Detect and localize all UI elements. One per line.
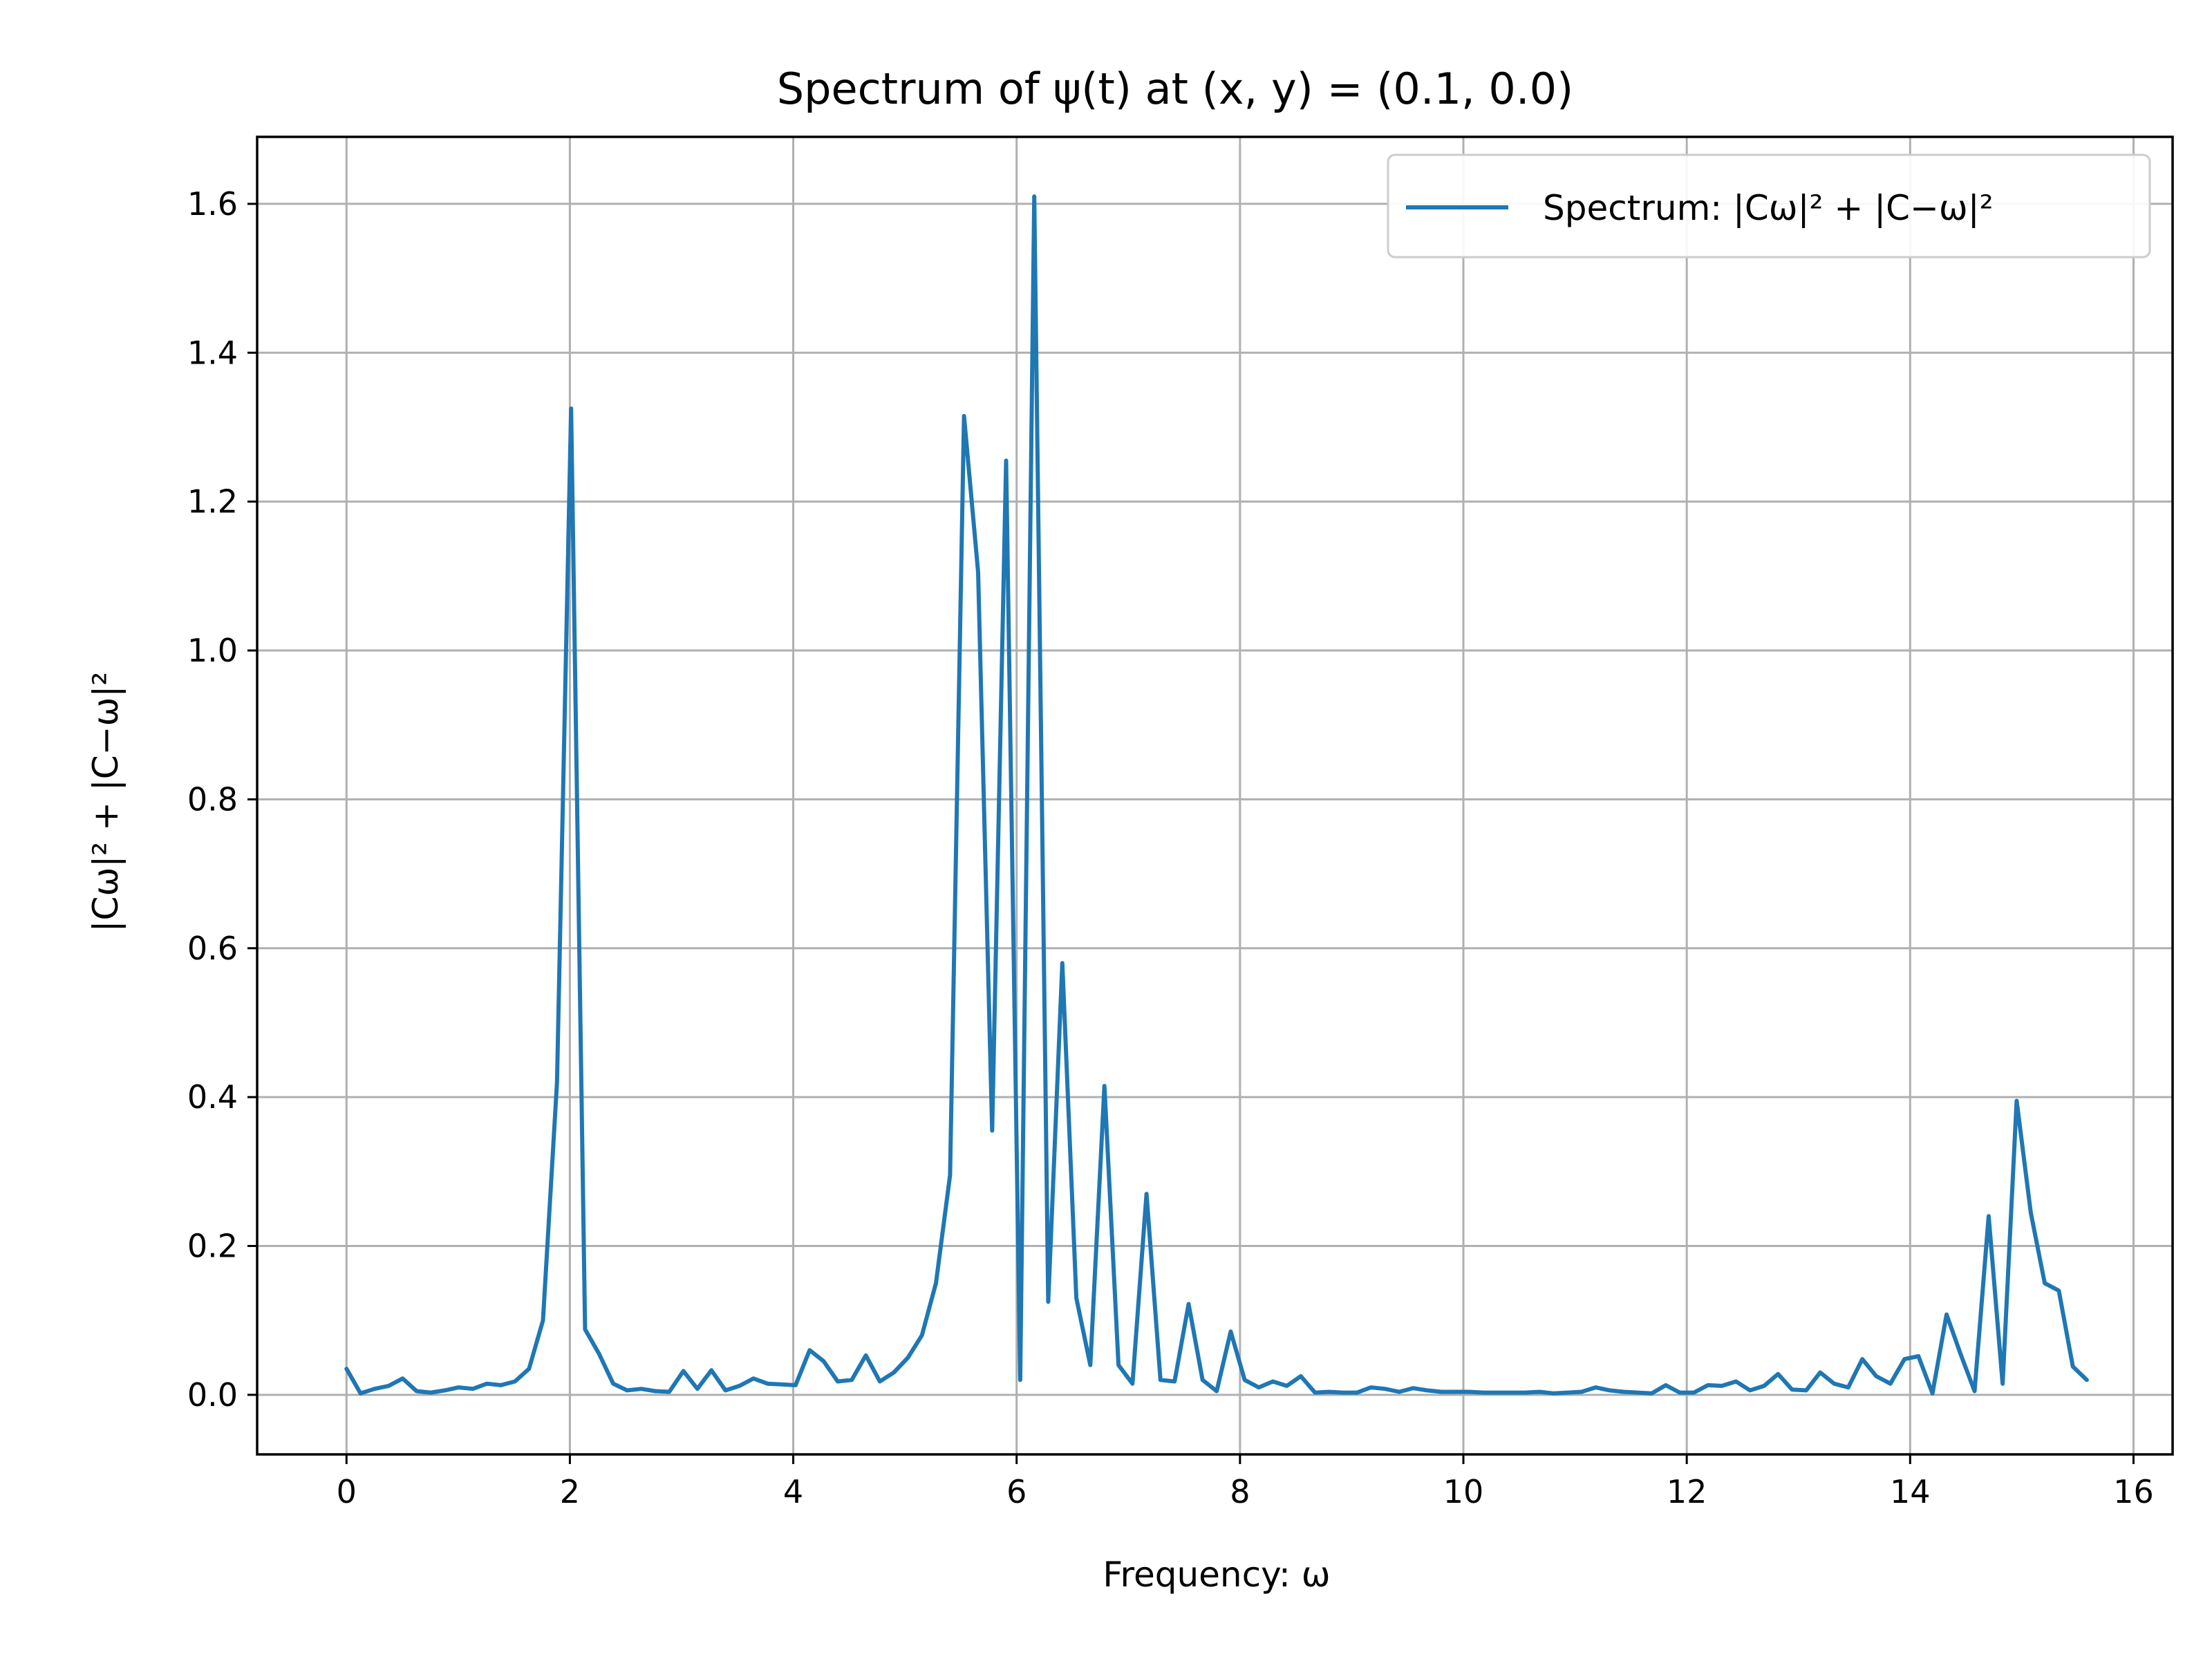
x-axis-label: Frequency: ω bbox=[1103, 1555, 1330, 1595]
x-tick-label: 2 bbox=[560, 1473, 580, 1510]
x-tick-label: 0 bbox=[337, 1473, 357, 1510]
x-tick-label: 4 bbox=[783, 1473, 803, 1510]
y-tick-label: 1.4 bbox=[187, 334, 238, 371]
x-tick-label: 8 bbox=[1230, 1473, 1250, 1510]
legend-box bbox=[1387, 153, 2151, 259]
spectrum-line bbox=[344, 194, 2089, 1396]
axis-ticks: 0 2 4 6 8 10 12 14 16 0.0 0.2 0.4 0.6 0.8 1.0 1.2 1.4 1.6 bbox=[187, 185, 2154, 1510]
y-tick-label: 1.6 bbox=[187, 185, 238, 223]
y-tick-label: 1.0 bbox=[187, 632, 238, 669]
legend-label: Spectrum: |Cω|² + |C−ω|² bbox=[1543, 188, 1994, 228]
grid bbox=[257, 137, 2173, 1454]
plot-frame bbox=[256, 135, 2174, 1456]
y-tick-label: 0.0 bbox=[187, 1376, 238, 1414]
x-tick-label: 14 bbox=[1890, 1473, 1931, 1510]
x-tick-label: 12 bbox=[1667, 1473, 1707, 1510]
y-tick-label: 0.6 bbox=[187, 930, 238, 967]
y-tick-label: 0.2 bbox=[187, 1227, 238, 1264]
x-tick-label: 6 bbox=[1006, 1473, 1027, 1510]
y-tick-label: 0.4 bbox=[187, 1078, 238, 1116]
chart-title: Spectrum of ψ(t) at (x, y) = (0.1, 0.0) bbox=[777, 64, 1573, 114]
legend: Spectrum: |Cω|² + |C−ω|² bbox=[1387, 153, 2151, 259]
y-tick-label: 1.2 bbox=[187, 483, 238, 521]
x-tick-label: 10 bbox=[1443, 1473, 1484, 1510]
x-tick-label: 16 bbox=[2113, 1473, 2154, 1510]
y-axis-label: |Cω|² + |C−ω|² bbox=[86, 672, 126, 932]
y-tick-label: 0.8 bbox=[187, 780, 238, 818]
